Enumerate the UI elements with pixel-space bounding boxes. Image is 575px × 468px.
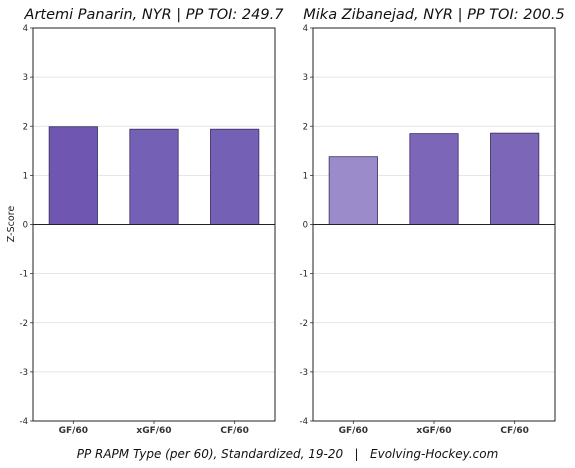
x-tick-label: xGF/60 bbox=[136, 426, 171, 436]
y-tick-label: 2 bbox=[23, 122, 28, 132]
bar-xgf-per-60 bbox=[129, 128, 179, 225]
bar-cf-per-60 bbox=[210, 128, 260, 225]
bar-xgf-per-60 bbox=[409, 133, 459, 225]
y-tick-label: -4 bbox=[20, 417, 28, 427]
y-tick-label: 4 bbox=[303, 24, 308, 34]
figure-caption: PP RAPM Type (per 60), Standardized, 19-… bbox=[77, 447, 499, 461]
y-tick-label: 2 bbox=[303, 122, 308, 132]
y-tick-label: -4 bbox=[300, 417, 308, 427]
y-tick-label: 1 bbox=[23, 171, 28, 181]
bar-gf-per-60 bbox=[48, 126, 98, 225]
x-tick-label: CF/60 bbox=[500, 426, 529, 436]
chart-title: Artemi Panarin, NYR | PP TOI: 249.7 bbox=[24, 7, 285, 23]
y-tick-label: -3 bbox=[300, 368, 308, 378]
y-axis-label: Z-Score bbox=[6, 206, 17, 243]
x-tick-label: xGF/60 bbox=[416, 426, 451, 436]
y-tick-label: -1 bbox=[300, 270, 308, 280]
y-tick-label: 0 bbox=[303, 221, 308, 231]
y-tick-label: -2 bbox=[300, 319, 308, 329]
y-tick-label: 3 bbox=[23, 73, 28, 83]
y-tick-label: 4 bbox=[23, 24, 28, 34]
chart-title: Mika Zibanejad, NYR | PP TOI: 200.5 bbox=[303, 7, 564, 23]
y-tick-label: 3 bbox=[303, 73, 308, 83]
y-tick-label: 0 bbox=[23, 221, 28, 231]
x-tick-label: GF/60 bbox=[339, 426, 368, 436]
y-tick-label: -2 bbox=[20, 319, 28, 329]
y-tick-label: -1 bbox=[20, 270, 28, 280]
plot-frame bbox=[32, 27, 276, 422]
y-tick-label: -3 bbox=[20, 368, 28, 378]
plot-frame bbox=[312, 27, 556, 422]
bar-cf-per-60 bbox=[490, 132, 540, 225]
bar-gf-per-60 bbox=[328, 156, 378, 225]
y-tick-label: 1 bbox=[303, 171, 308, 181]
x-tick-label: GF/60 bbox=[59, 426, 88, 436]
x-tick-label: CF/60 bbox=[220, 426, 249, 436]
